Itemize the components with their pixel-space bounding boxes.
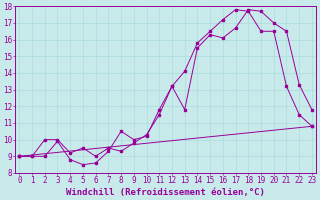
X-axis label: Windchill (Refroidissement éolien,°C): Windchill (Refroidissement éolien,°C) xyxy=(66,188,265,197)
